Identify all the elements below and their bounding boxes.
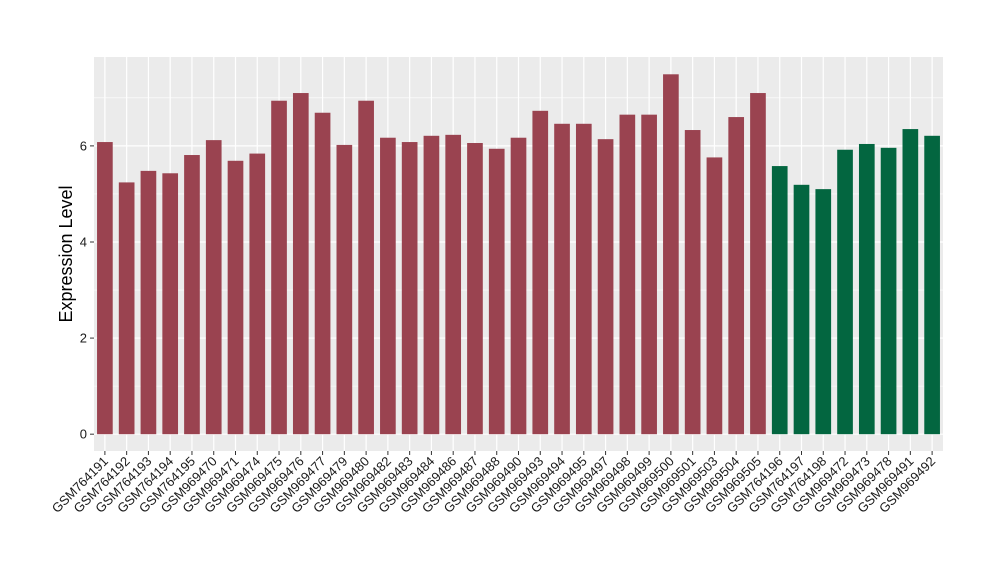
y-tick-label: 4: [80, 234, 87, 249]
bar-GSM764194: [162, 173, 179, 435]
bar-GSM969478: [880, 147, 897, 435]
bar-GSM969492: [924, 135, 940, 435]
bar-GSM969480: [358, 100, 374, 435]
y-tick-label: 2: [80, 331, 87, 346]
bar-GSM969476: [292, 93, 309, 435]
bar-GSM764192: [118, 182, 135, 435]
bar-GSM969494: [554, 123, 570, 435]
bar-GSM969491: [902, 129, 919, 435]
bar-GSM764193: [140, 170, 157, 435]
bar-GSM969475: [271, 100, 287, 435]
bar-GSM969504: [728, 117, 745, 435]
bar-GSM969487: [467, 143, 483, 435]
bar-GSM969493: [532, 110, 549, 435]
bar-GSM969500: [663, 74, 679, 435]
bar-GSM969498: [619, 114, 636, 435]
bar-GSM969473: [858, 143, 875, 435]
bar-GSM969505: [750, 93, 766, 435]
bar-GSM969479: [336, 144, 353, 435]
bar-GSM969471: [227, 160, 244, 435]
bar-GSM969488: [488, 148, 505, 435]
bar-GSM764195: [184, 155, 200, 435]
bar-GSM969503: [706, 157, 723, 435]
bar-GSM969472: [837, 149, 853, 435]
bar-GSM764198: [815, 189, 832, 435]
bar-GSM969497: [597, 139, 614, 435]
bar-GSM764191: [97, 142, 113, 435]
y-tick-label: 6: [80, 138, 87, 153]
bar-GSM969484: [423, 135, 440, 435]
bar-GSM969483: [401, 142, 418, 435]
bar-GSM969490: [510, 137, 527, 435]
bar-GSM969486: [445, 134, 462, 435]
bars: [97, 74, 940, 435]
bar-GSM969477: [314, 112, 331, 435]
bar-GSM969501: [684, 130, 701, 435]
bar-GSM764196: [771, 166, 788, 435]
bar-GSM764197: [793, 184, 810, 435]
bar-GSM969482: [380, 137, 396, 435]
y-axis: 0 2 4 6: [80, 138, 94, 442]
y-axis-title: Expression Level: [56, 185, 76, 322]
bar-GSM969495: [575, 123, 592, 435]
bar-GSM969499: [641, 114, 657, 435]
bar-GSM969470: [205, 140, 222, 435]
x-axis: GSM764191GSM764192GSM764193GSM764194GSM7…: [49, 451, 938, 516]
y-tick-label: 0: [80, 427, 87, 442]
bar-GSM969474: [249, 153, 266, 435]
